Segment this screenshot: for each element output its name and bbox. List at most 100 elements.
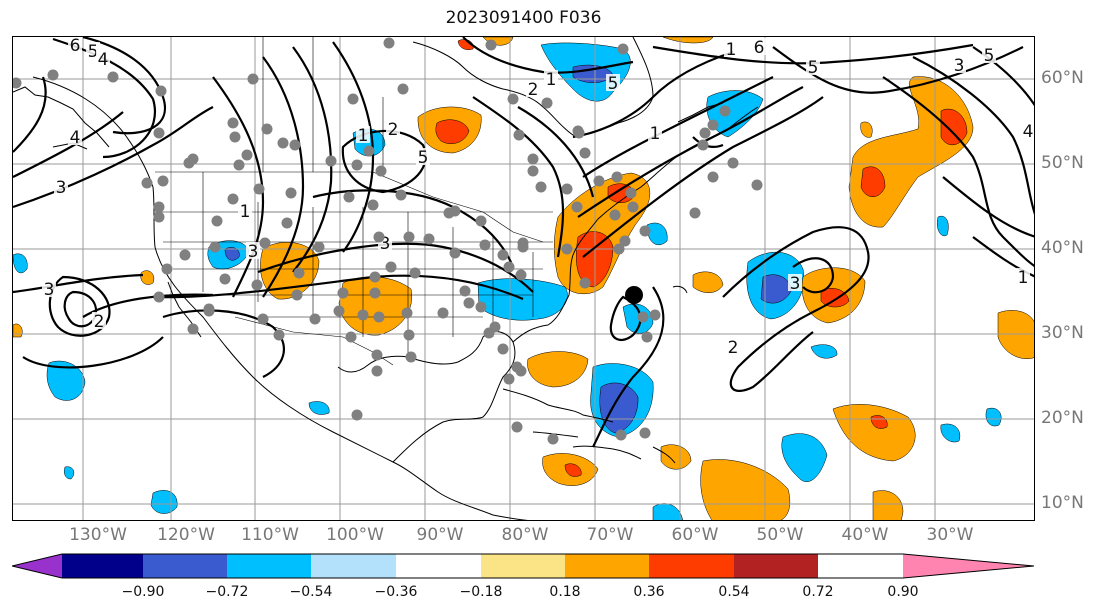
- colorbar-tick-label: 0.18: [549, 584, 581, 600]
- anomaly-positive-region: [13, 323, 23, 338]
- station-dot: [449, 247, 461, 259]
- contour-label: 3: [44, 280, 55, 300]
- colorbar-tick-label: −0.90: [121, 584, 165, 600]
- contour-label-bg: [42, 280, 56, 297]
- anomaly-positive-region: [832, 404, 916, 462]
- colorbar-swatch: [227, 554, 311, 578]
- latitude-label: 60°N: [1041, 68, 1084, 88]
- colorbar-swatch: [903, 554, 1034, 578]
- station-dot: [503, 261, 515, 273]
- station-dot: [571, 201, 583, 213]
- station-dot: [475, 301, 487, 313]
- anomaly-positive-region: [848, 76, 974, 228]
- station-dot: [187, 153, 199, 165]
- colorbar-tick-label: −0.54: [289, 584, 333, 600]
- anomaly-positive-core: [435, 119, 470, 144]
- longitude-label: 130°W: [69, 525, 127, 545]
- contour-label: 4: [1023, 122, 1034, 142]
- colorbar-swatch: [396, 554, 481, 578]
- anomaly-negative-region: [46, 360, 86, 401]
- anomaly-positive-region: [527, 351, 589, 388]
- station-dot: [257, 313, 269, 325]
- station-dot: [561, 243, 573, 255]
- colorbar-swatch: [143, 554, 227, 578]
- contour-label: 1: [546, 70, 557, 90]
- anomaly-negative-region: [781, 433, 828, 482]
- contour-label: 6: [754, 38, 765, 58]
- station-dot: [351, 159, 363, 171]
- station-dot: [229, 131, 241, 143]
- station-dot: [203, 305, 215, 317]
- contour-label-bg: [648, 124, 662, 141]
- station-dot: [325, 155, 337, 167]
- anomaly-negative-region: [810, 344, 838, 359]
- station-dot: [141, 177, 153, 189]
- colorbar-swatch: [62, 554, 143, 578]
- political-borders: [155, 37, 553, 366]
- longitude-label: 50°W: [756, 525, 804, 545]
- station-dot: [153, 127, 165, 139]
- contour-label-bg: [982, 46, 996, 63]
- anomaly-positive-region: [482, 37, 514, 46]
- station-dot: [573, 127, 585, 139]
- latitude-label: 10°N: [1041, 493, 1084, 513]
- colorbar-tick-label: 0.72: [802, 584, 834, 600]
- station-dot: [579, 277, 591, 289]
- anomaly-negative-region: [308, 401, 330, 415]
- station-dot: [161, 263, 173, 275]
- contour-label-bg: [1021, 122, 1034, 139]
- station-dot: [281, 217, 293, 229]
- station-dot: [507, 93, 519, 105]
- station-dot: [241, 149, 253, 161]
- station-dot: [409, 267, 421, 279]
- station-dot: [345, 331, 357, 343]
- station-dot: [155, 85, 167, 97]
- stations: [13, 37, 763, 445]
- station-dot: [541, 97, 553, 109]
- contour-label-bg: [726, 338, 740, 355]
- station-dot: [13, 77, 22, 89]
- longitude-label: 60°W: [671, 525, 719, 545]
- latitude-label: 30°N: [1041, 323, 1084, 343]
- station-dot: [209, 241, 221, 253]
- station-dot: [333, 305, 345, 317]
- station-dot: [401, 307, 413, 319]
- contour-label-bg: [356, 126, 370, 143]
- colorbar-swatch: [12, 554, 62, 578]
- contour-label: 5: [808, 58, 819, 78]
- contour-label-bg: [544, 70, 558, 87]
- contour-label-bg: [238, 202, 252, 219]
- station-dot: [285, 187, 297, 199]
- contour-label-bg: [606, 74, 620, 91]
- station-dot: [153, 291, 165, 303]
- contour-label-bg: [952, 56, 966, 73]
- station-dot: [153, 201, 165, 213]
- anomaly-positive-core: [564, 463, 582, 477]
- station-dot: [369, 287, 381, 299]
- station-dot: [609, 209, 621, 221]
- station-dot: [395, 189, 407, 201]
- station-dot: [179, 249, 191, 261]
- station-dot: [383, 37, 395, 49]
- anomaly-positive-region: [997, 310, 1034, 359]
- station-dot: [247, 73, 259, 85]
- latitude-label: 50°N: [1041, 153, 1084, 173]
- station-dot: [637, 311, 649, 323]
- contour-label: 3: [380, 234, 391, 254]
- station-dot: [211, 215, 223, 227]
- anomaly-negative-region: [940, 423, 961, 443]
- latitude-label: 20°N: [1041, 408, 1084, 428]
- anomaly-negative-region: [985, 407, 1002, 427]
- station-dot: [697, 139, 709, 151]
- station-dot: [385, 261, 397, 273]
- contour-label: 3: [248, 242, 259, 262]
- colorbar-tick-label: 0.36: [633, 584, 665, 600]
- station-dot: [251, 279, 263, 291]
- station-dot: [277, 137, 289, 149]
- colorbar-swatch: [481, 554, 565, 578]
- contour-label-bg: [788, 274, 802, 291]
- anomaly-positive-region: [860, 121, 873, 138]
